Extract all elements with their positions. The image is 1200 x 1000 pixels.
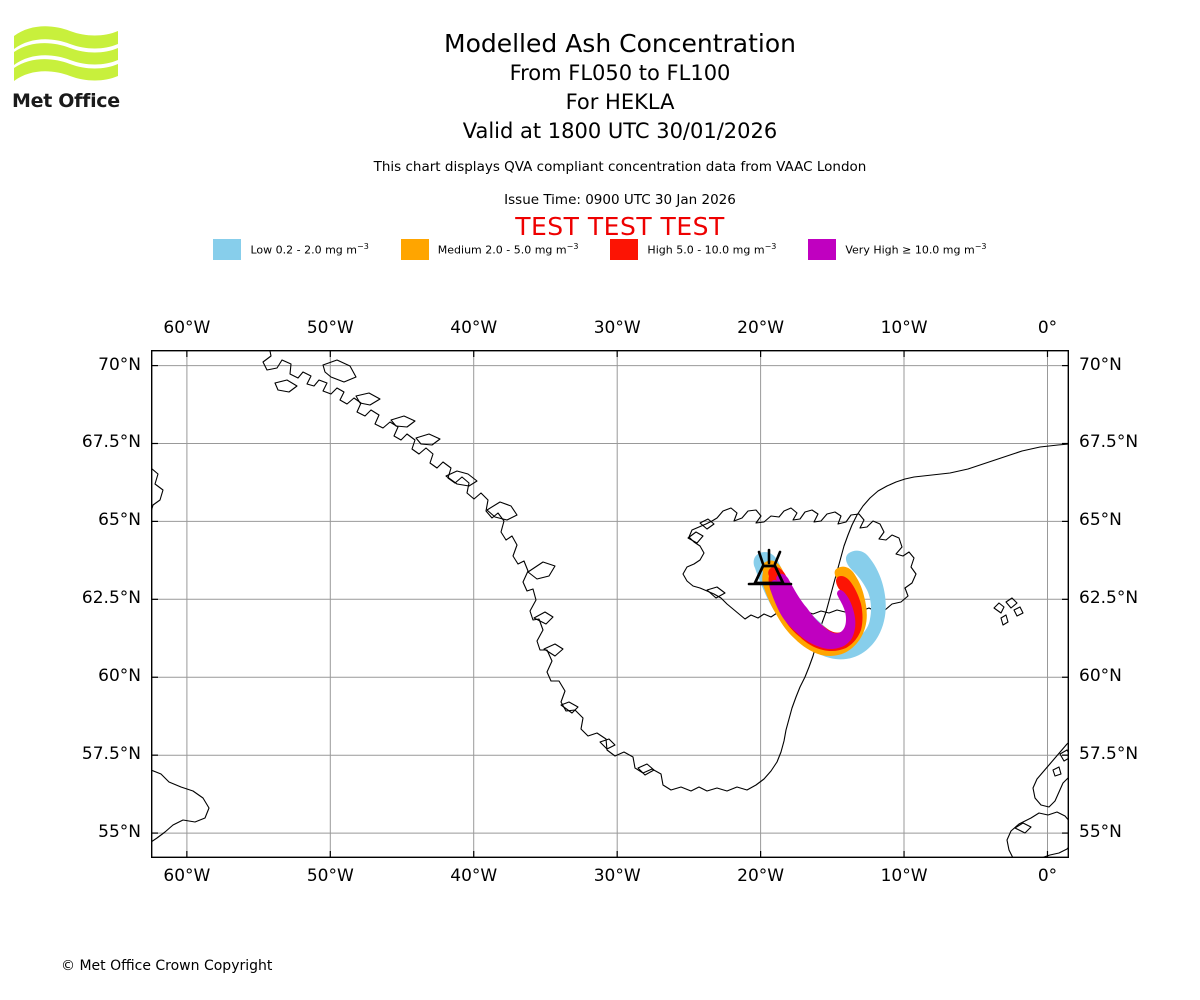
legend-swatch-very-high <box>808 239 837 260</box>
lat-tick-label-right: 65°N <box>1079 510 1122 531</box>
lon-tick-label-top: 0° <box>1037 318 1058 338</box>
lon-tick-label-bottom: 0° <box>1037 866 1058 886</box>
test-banner: TEST TEST TEST <box>515 212 725 241</box>
coastline-faroe-islands-4 <box>1013 606 1024 617</box>
met-office-wave-mark <box>14 26 118 81</box>
legend-swatch-high <box>610 239 639 260</box>
lon-tick-label-top: 40°W <box>450 318 498 338</box>
coastline-greenland-cape-farewell <box>637 763 655 776</box>
map-frame-border <box>151 350 1069 858</box>
lon-tick-label-bottom: 30°W <box>593 866 641 886</box>
lon-tick-label-bottom: 50°W <box>306 866 354 886</box>
lon-tick-label-bottom: 10°W <box>880 866 928 886</box>
lon-tick-label-bottom: 40°W <box>450 866 498 886</box>
coastline-faroe-islands-2 <box>1005 597 1018 609</box>
lat-tick-label-right: 57.5°N <box>1079 744 1139 765</box>
coastline-iceland <box>682 507 917 620</box>
lat-tick-label-left: 65°N <box>98 510 141 531</box>
legend-label-very-high: Very High ≥ 10.0 mg m−3 <box>845 242 987 257</box>
issue-time: Issue Time: 0900 UTC 30 Jan 2026 <box>504 192 736 208</box>
coastline-greenland-fjord-4 <box>533 611 554 625</box>
coastlines <box>151 350 1069 858</box>
legend-item: Medium 2.0 - 5.0 mg m−3 <box>400 239 579 260</box>
coastline-western-isle-small <box>1052 766 1062 777</box>
coastline-iceland-bay-sw <box>706 586 726 599</box>
frame-tick-marks <box>151 350 1069 858</box>
chart-note: This chart displays QVA compliant concen… <box>373 159 867 175</box>
coastline-greenland-strait <box>274 379 298 393</box>
title-block: Modelled Ash Concentration From FL050 to… <box>200 28 1040 241</box>
coastline-labrador-edge <box>151 769 210 843</box>
lat-tick-label-left: 55°N <box>98 822 141 843</box>
coastline-outer-hebrides-2 <box>1059 749 1069 762</box>
lon-tick-label-top: 60°W <box>163 318 211 338</box>
lat-tick-label-left: 57.5°N <box>81 744 141 765</box>
coastline-ireland-north-coast <box>1014 822 1032 834</box>
coastline-faroe-islands <box>993 602 1005 614</box>
plume-contour-very-high <box>769 573 856 650</box>
lat-tick-label-left: 62.5°N <box>81 588 141 609</box>
lon-tick-label-bottom: 20°W <box>737 866 785 886</box>
coastline-faroe-islands-3 <box>1000 614 1009 626</box>
legend-item: Very High ≥ 10.0 mg m−3 <box>808 239 987 260</box>
legend-label-high: High 5.0 - 10.0 mg m−3 <box>647 242 777 257</box>
lat-tick-label-right: 55°N <box>1079 822 1122 843</box>
map-canvas <box>151 350 1069 858</box>
lat-tick-label-right: 60°N <box>1079 666 1122 687</box>
coastline-greenland-inlet-3 <box>355 392 381 406</box>
coastline-greenland-peninsula-1 <box>322 359 357 383</box>
lat-tick-label-right: 62.5°N <box>1079 588 1139 609</box>
copyright-notice: © Met Office Crown Copyright <box>61 958 273 974</box>
met-office-logo: Met Office <box>12 22 124 112</box>
legend-swatch-low <box>213 239 242 260</box>
page-title: Modelled Ash Concentration <box>444 29 796 58</box>
volcano-symbol <box>747 548 793 586</box>
coastline-northern-ireland <box>1006 811 1069 858</box>
lon-tick-label-top: 50°W <box>306 318 354 338</box>
lon-tick-label-top: 20°W <box>737 318 785 338</box>
lat-tick-label-left: 60°N <box>98 666 141 687</box>
legend-label-medium: Medium 2.0 - 5.0 mg m−3 <box>437 242 579 257</box>
coastline-iceland-fjord-nw <box>699 518 715 530</box>
coastline-greenland-fjord-1 <box>445 470 478 487</box>
coastline-greenland-fjord-5 <box>543 643 564 657</box>
met-office-logo-text: Met Office <box>12 90 120 112</box>
lon-tick-label-bottom: 60°W <box>163 866 211 886</box>
legend-label-low: Low 0.2 - 2.0 mg m−3 <box>250 242 369 257</box>
lat-tick-label-right: 70°N <box>1079 354 1122 375</box>
lat-tick-label-left: 70°N <box>98 354 141 375</box>
volcano-subtitle: For HEKLA <box>565 90 675 114</box>
coastline-greenland-fjord-3 <box>527 561 556 580</box>
lon-tick-label-top: 30°W <box>593 318 641 338</box>
coastline-baffin-island <box>151 467 164 513</box>
lat-tick-label-right: 67.5°N <box>1079 432 1139 453</box>
coastline-greenland-inlet-1 <box>415 433 441 446</box>
lat-tick-label-left: 67.5°N <box>81 432 141 453</box>
coastline-scotland <box>1032 741 1069 808</box>
coastline-greenland-south-island <box>599 738 616 750</box>
lon-tick-label-top: 10°W <box>880 318 928 338</box>
coastline-greenland-south-tip <box>560 701 579 714</box>
coastline-greenland <box>262 350 1069 792</box>
coastline-greenland-inlet-2 <box>390 415 416 428</box>
flight-level-subtitle: From FL050 to FL100 <box>509 61 731 85</box>
map-gridlines <box>151 350 1069 858</box>
legend-swatch-medium <box>400 239 429 260</box>
valid-time-subtitle: Valid at 1800 UTC 30/01/2026 <box>462 119 778 143</box>
coastline-greenland-fjord-2 <box>486 501 518 521</box>
coastline-iceland-westfjords <box>687 531 704 544</box>
legend-item: Low 0.2 - 2.0 mg m−3 <box>213 239 369 260</box>
legend-item: High 5.0 - 10.0 mg m−3 <box>610 239 776 260</box>
concentration-legend: Low 0.2 - 2.0 mg m−3 Medium 2.0 - 5.0 mg… <box>0 239 1200 260</box>
map-plot-area <box>151 350 1069 858</box>
